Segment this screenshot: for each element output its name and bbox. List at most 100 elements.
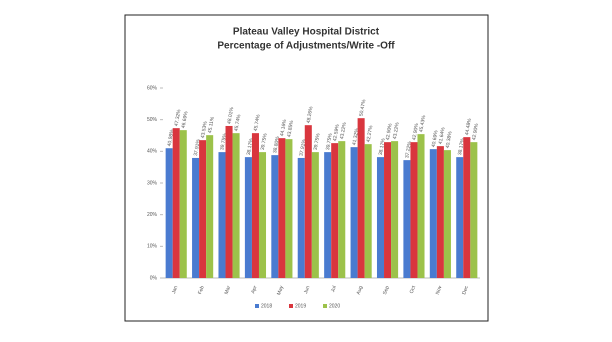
bar	[456, 157, 464, 278]
x-tick-label: Sep	[382, 285, 391, 296]
data-label: 38.17%	[378, 137, 387, 155]
legend-label: 2020	[329, 303, 340, 309]
x-tick-label: Mar	[224, 285, 233, 295]
bar	[417, 134, 425, 278]
bar	[258, 152, 267, 278]
bar	[410, 142, 418, 278]
x-tick-label: Dec	[461, 285, 470, 296]
data-label: 37.91%	[299, 138, 308, 156]
bar	[436, 146, 444, 278]
bar	[172, 128, 180, 278]
x-tick-label: Apr	[250, 285, 258, 295]
data-label: 40.69%	[431, 129, 440, 147]
legend-swatch	[323, 304, 327, 308]
data-label: 39.75%	[260, 132, 269, 150]
data-label: 43.22%	[392, 121, 401, 139]
y-tick-label: 20%	[147, 212, 158, 218]
data-label: 39.75%	[325, 132, 334, 150]
bar	[376, 157, 385, 278]
x-tick-label: Jan	[171, 285, 179, 295]
x-tick-label: Nov	[435, 285, 444, 296]
bar	[429, 149, 437, 278]
bar	[278, 138, 286, 278]
x-tick-label: Feb	[197, 285, 206, 295]
legend-label: 2019	[295, 303, 306, 309]
bar	[218, 152, 226, 278]
data-label: 46.69%	[181, 110, 190, 128]
bar	[443, 150, 451, 278]
bar	[165, 148, 173, 278]
data-label: 42.90%	[471, 122, 480, 140]
bar	[244, 157, 252, 278]
bar	[470, 142, 478, 278]
bar	[285, 139, 293, 278]
data-label: 48.26%	[306, 105, 315, 123]
data-label: 37.22%	[404, 140, 413, 158]
bar	[225, 125, 233, 279]
bar	[179, 130, 187, 278]
bar	[324, 152, 332, 278]
data-label: 44.48%	[464, 117, 473, 135]
y-tick-label: 60%	[147, 85, 158, 91]
data-label: 42.90%	[385, 122, 394, 140]
data-label: 42.90%	[411, 122, 420, 140]
y-tick-label: 30%	[147, 180, 158, 186]
y-tick-label: 0%	[150, 275, 158, 281]
data-label: 45.43%	[418, 114, 427, 132]
bar	[232, 133, 240, 278]
bar	[297, 157, 305, 278]
bar	[338, 141, 346, 278]
bar	[463, 137, 471, 278]
data-label: 43.85%	[286, 119, 295, 137]
y-tick-label: 50%	[147, 117, 158, 123]
legend-swatch	[255, 304, 259, 308]
data-label: 50.47%	[358, 98, 367, 116]
data-label: 38.80%	[272, 135, 281, 153]
data-label: 43.53%	[200, 120, 209, 138]
data-label: 42.59%	[332, 123, 341, 141]
data-label: 44.16%	[279, 118, 288, 136]
chart-title: Plateau Valley Hospital District	[233, 27, 380, 38]
data-label: 45.74%	[233, 113, 242, 131]
bar	[206, 135, 214, 278]
bar	[350, 147, 358, 278]
y-tick-label: 10%	[147, 244, 158, 250]
bar	[357, 118, 365, 278]
data-label: 41.64%	[438, 126, 447, 144]
data-label: 37.91%	[193, 138, 202, 156]
bar	[192, 157, 200, 278]
x-tick-label: Aug	[356, 285, 365, 296]
bar	[384, 142, 392, 278]
bar	[251, 133, 259, 278]
data-label: 40.98%	[167, 129, 176, 147]
data-label: 45.74%	[253, 113, 262, 131]
x-tick-label: Oct	[409, 285, 418, 295]
legend-swatch	[289, 304, 293, 308]
bar	[271, 155, 279, 278]
bar	[311, 152, 319, 278]
data-label: 43.22%	[339, 121, 348, 139]
bar	[391, 141, 399, 278]
data-label: 39.75%	[219, 132, 228, 150]
bar	[364, 144, 372, 278]
data-label: 42.27%	[366, 124, 375, 142]
x-tick-label: Jun	[303, 285, 311, 295]
data-label: 38.17%	[246, 137, 255, 155]
data-label: 41.32%	[351, 127, 360, 145]
bar	[199, 140, 207, 278]
data-label: 48.01%	[226, 106, 235, 124]
data-label: 39.75%	[313, 132, 322, 150]
bar	[304, 125, 312, 278]
y-tick-label: 40%	[147, 149, 158, 155]
data-label: 45.11%	[207, 116, 216, 134]
legend-label: 2018	[261, 303, 272, 309]
data-label: 47.32%	[174, 108, 183, 126]
data-label: 38.17%	[457, 137, 466, 155]
x-tick-label: May	[276, 285, 285, 296]
chart-subtitle: Percentage of Adjustments/Write -Off	[217, 41, 395, 52]
x-tick-label: Jul	[330, 285, 338, 293]
bar	[403, 160, 411, 278]
bar	[331, 143, 339, 278]
data-label: 40.38%	[445, 130, 454, 148]
